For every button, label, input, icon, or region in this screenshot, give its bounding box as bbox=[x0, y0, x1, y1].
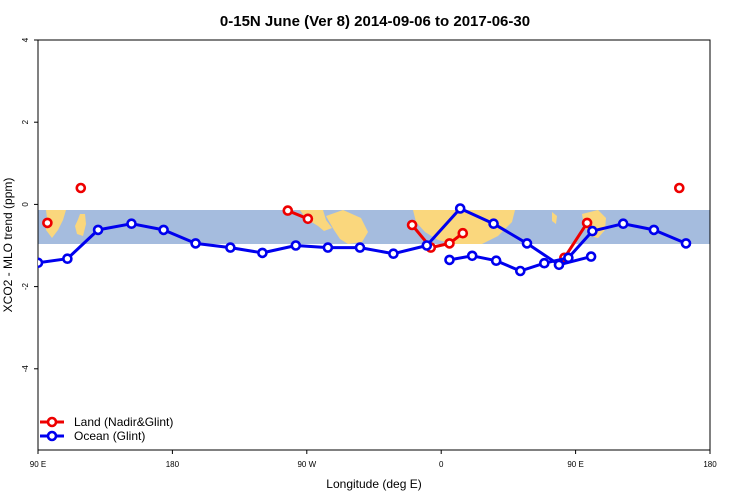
data-point bbox=[75, 182, 87, 194]
y-tick-label: 0 bbox=[21, 202, 30, 207]
x-tick-label: 90 E bbox=[30, 460, 46, 469]
x-axis-label: Longitude (deg E) bbox=[326, 477, 421, 491]
series-land bbox=[42, 182, 685, 264]
data-point bbox=[454, 203, 466, 214]
data-point bbox=[514, 265, 526, 277]
legend-item: Ocean (Glint) bbox=[40, 429, 145, 443]
data-point bbox=[38, 257, 44, 269]
legend-swatch-marker bbox=[46, 430, 58, 442]
data-point bbox=[388, 248, 399, 259]
data-point bbox=[581, 217, 593, 229]
data-point bbox=[302, 213, 314, 225]
legend: Land (Nadir&Glint)Ocean (Glint) bbox=[40, 415, 173, 443]
y-axis: 4 2 0 -2 -4 bbox=[21, 37, 38, 372]
series-line bbox=[38, 207, 592, 267]
series-line bbox=[563, 222, 589, 259]
data-point bbox=[158, 224, 169, 236]
series-line bbox=[410, 224, 464, 250]
x-tick-label: 180 bbox=[703, 460, 717, 469]
x-tick-label: 90 W bbox=[297, 460, 316, 469]
chart-title: 0-15N June (Ver 8) 2014-09-06 to 2017-06… bbox=[220, 13, 530, 30]
data-point bbox=[92, 224, 104, 236]
y-tick-label: 4 bbox=[21, 37, 30, 42]
data-point bbox=[585, 251, 597, 262]
y-tick-label: -4 bbox=[21, 365, 30, 373]
data-point bbox=[406, 219, 418, 231]
series-line bbox=[449, 222, 687, 273]
data-point bbox=[538, 257, 550, 269]
series-ocean bbox=[38, 203, 692, 277]
data-point bbox=[680, 238, 692, 249]
data-point bbox=[457, 227, 469, 239]
data-point bbox=[444, 254, 455, 266]
data-point bbox=[444, 238, 455, 249]
land-shape-south-america bbox=[326, 210, 368, 244]
y-tick-label: 2 bbox=[21, 119, 30, 124]
land-shape-southeast-asia bbox=[75, 214, 86, 236]
x-tick-label: 0 bbox=[439, 460, 444, 469]
data-point bbox=[126, 218, 137, 229]
plot-frame bbox=[37, 39, 711, 451]
data-point bbox=[322, 242, 334, 253]
data-point bbox=[488, 218, 499, 229]
data-point bbox=[190, 238, 201, 249]
data-point bbox=[62, 253, 73, 265]
data-point bbox=[282, 205, 294, 216]
series-layer bbox=[38, 182, 692, 277]
data-point bbox=[673, 182, 685, 194]
data-point bbox=[466, 250, 478, 262]
legend-item: Land (Nadir&Glint) bbox=[40, 415, 173, 429]
data-point bbox=[421, 240, 433, 251]
data-point bbox=[490, 255, 502, 267]
data-point bbox=[225, 242, 236, 253]
x-tick-label: 90 E bbox=[567, 460, 583, 469]
legend-label: Land (Nadir&Glint) bbox=[74, 415, 173, 429]
legend-swatch-marker bbox=[46, 416, 58, 428]
data-point bbox=[648, 224, 660, 236]
x-tick-label: 180 bbox=[166, 460, 180, 469]
data-point bbox=[257, 247, 268, 259]
land-shape-africa bbox=[413, 210, 515, 244]
data-point bbox=[563, 252, 574, 264]
land-shape-south-asia bbox=[552, 212, 557, 224]
y-tick-label: -2 bbox=[21, 282, 30, 290]
x-axis: 90 E 180 90 W 0 90 E 180 bbox=[30, 450, 717, 469]
legend-label: Ocean (Glint) bbox=[74, 429, 145, 443]
data-point bbox=[290, 240, 302, 251]
data-point bbox=[521, 238, 533, 249]
data-point bbox=[617, 218, 629, 229]
data-point bbox=[354, 242, 366, 253]
data-point bbox=[42, 217, 53, 229]
data-point bbox=[587, 225, 598, 237]
land-shape-maritime-west bbox=[46, 210, 66, 238]
y-axis-label: XCO2 - MLO trend (ppm) bbox=[1, 178, 15, 313]
